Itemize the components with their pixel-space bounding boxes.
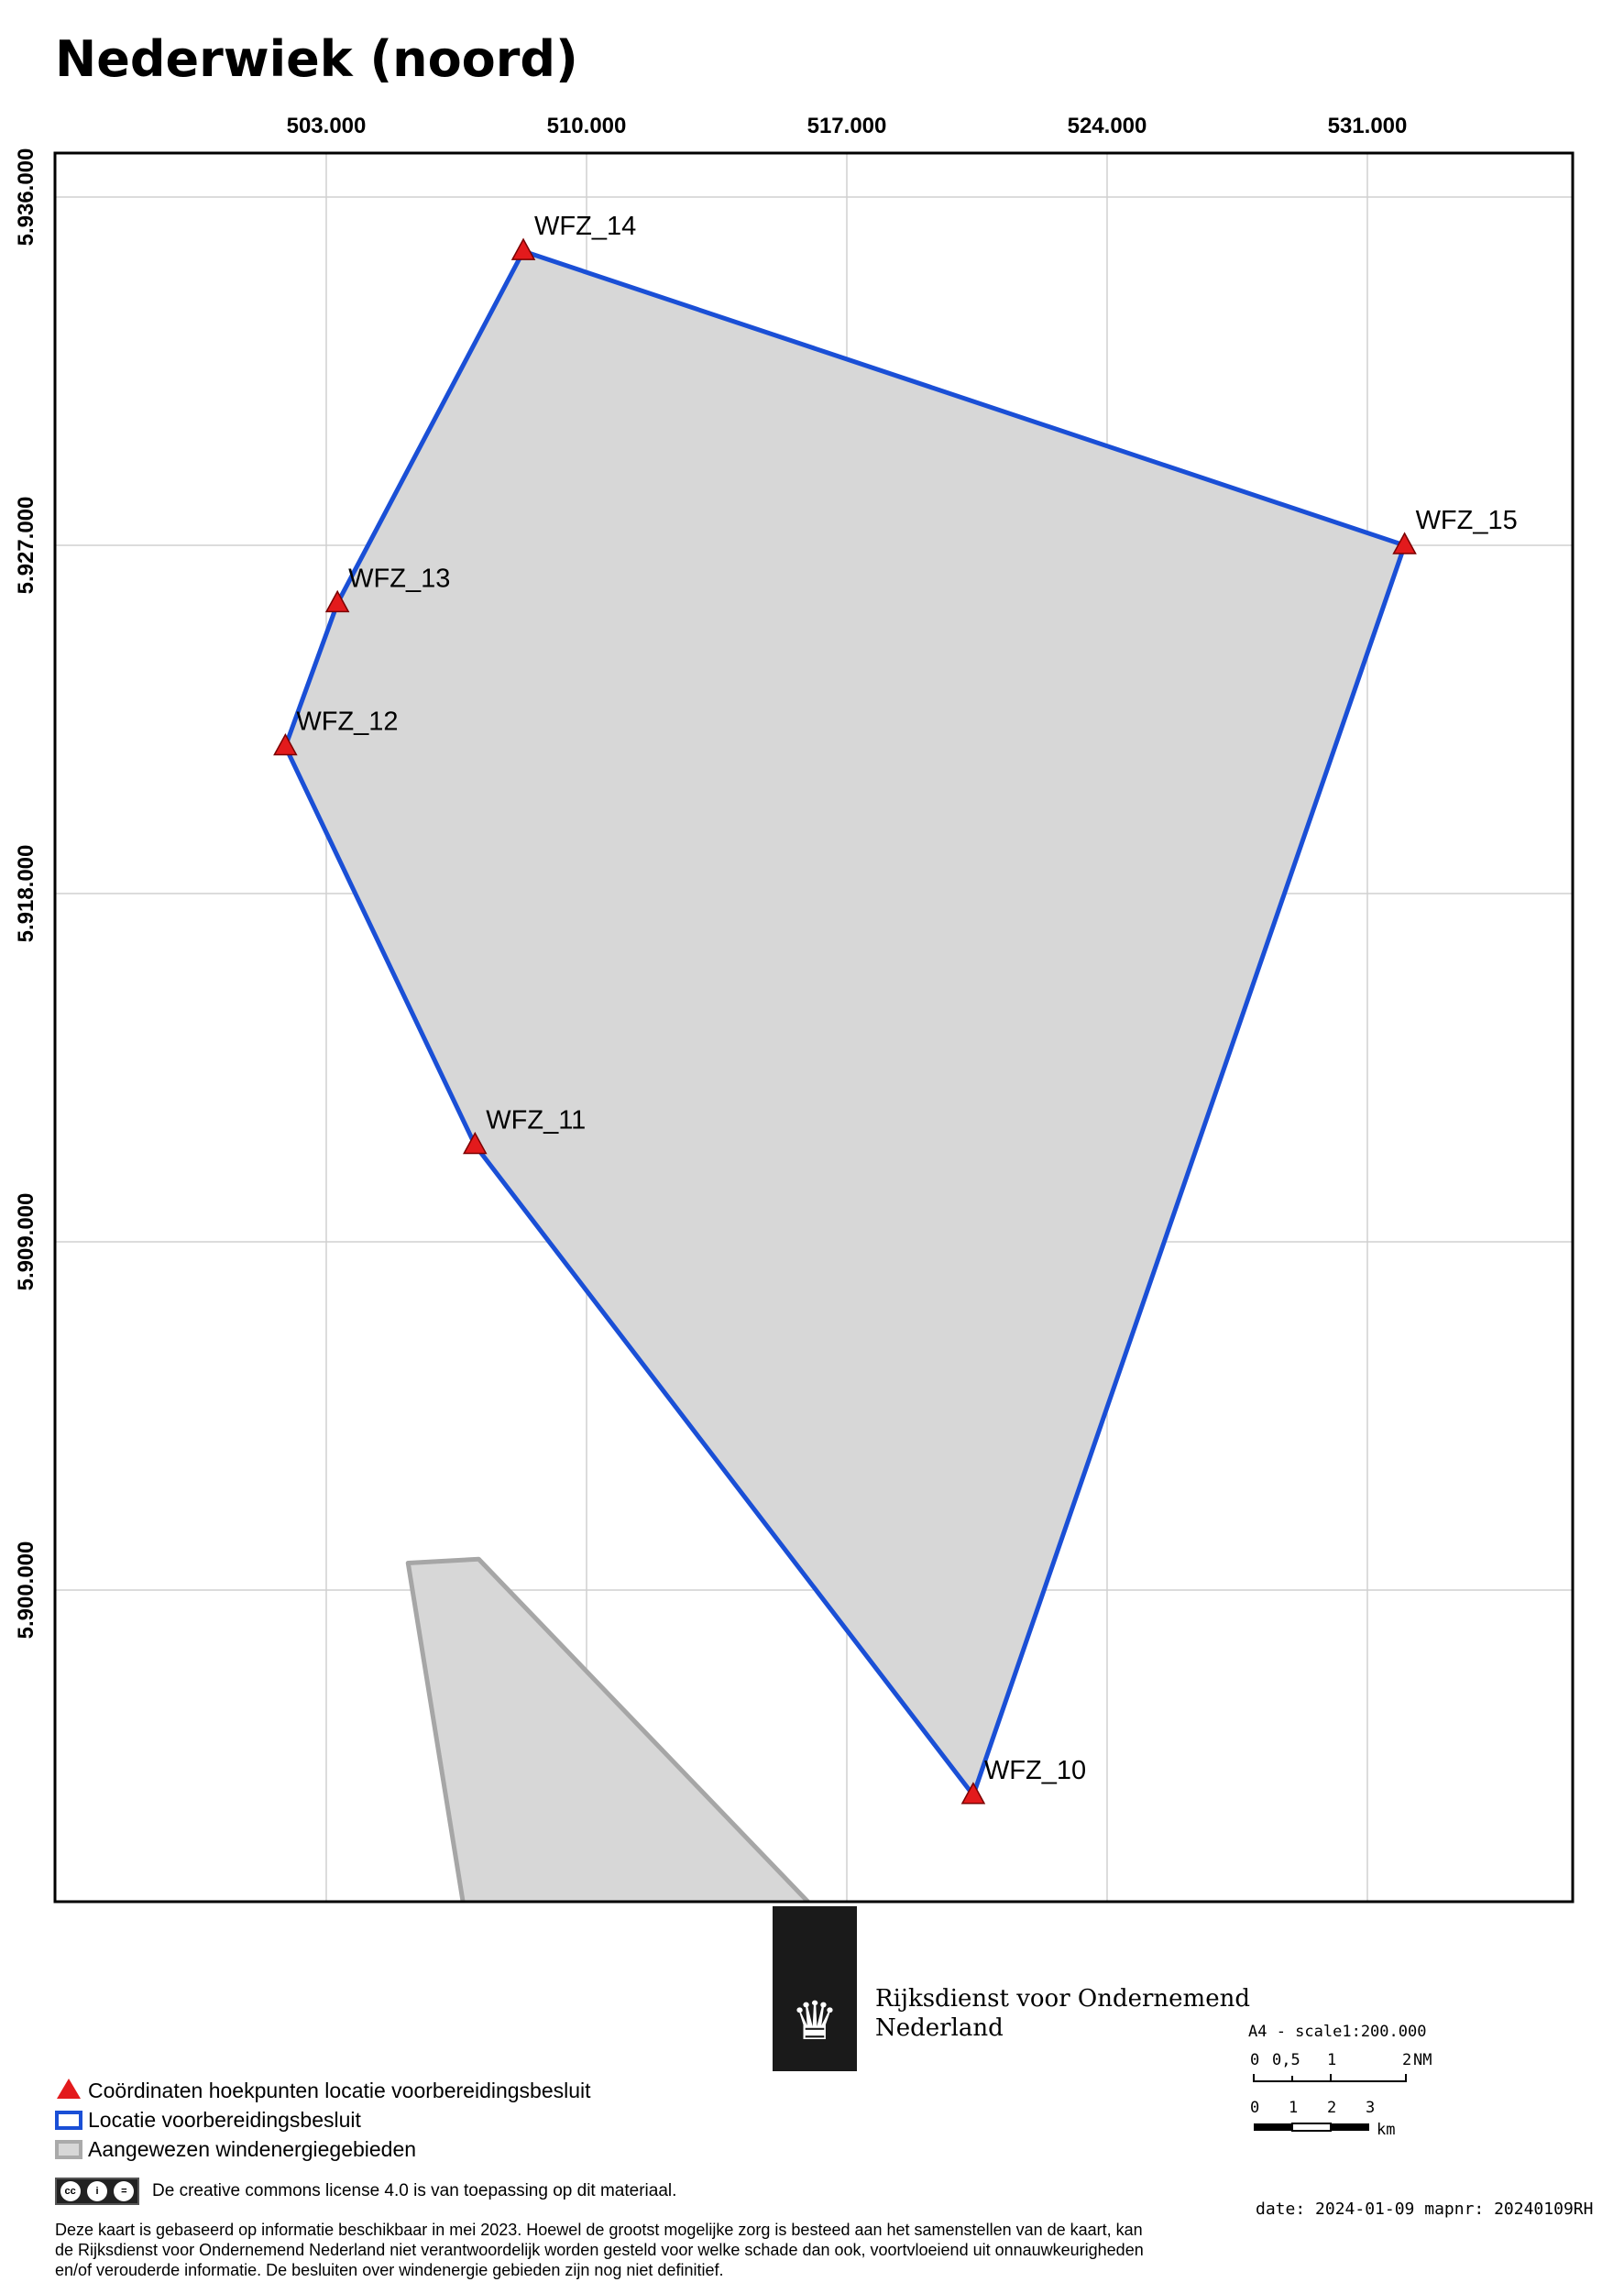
x-tick-label: 517.000 xyxy=(807,114,887,138)
scale-km-segment-1 xyxy=(1254,2123,1292,2131)
red-triangle-icon xyxy=(463,1131,488,1155)
x-tick-label: 503.000 xyxy=(287,114,367,138)
scale-km-tick: 3 xyxy=(1366,2099,1375,2117)
y-tick-label: 5.900.000 xyxy=(14,1541,38,1640)
crest-icon: ♛ xyxy=(791,1991,839,2051)
gray-fill-icon xyxy=(55,2139,82,2159)
scale-km-unit: km xyxy=(1377,2121,1395,2139)
axis-tick-labels: 503.000 510.000 517.000 524.000 531.000 5.936… xyxy=(14,114,1407,1639)
map-title: Nederwiek (noord) xyxy=(55,30,578,88)
scale-nm-unit: NM xyxy=(1413,2051,1432,2069)
organization-name: Rijksdienst voor Ondernemend Nederland xyxy=(875,1984,1250,2043)
legend-label: Locatie voorbereidingsbesluit xyxy=(88,2107,361,2132)
blue-outline-icon xyxy=(55,2110,82,2130)
corner-point-label: WFZ_12 xyxy=(296,708,398,737)
scale-km-tick: 2 xyxy=(1327,2099,1336,2117)
corner-point-label: WFZ_11 xyxy=(486,1105,586,1135)
corner-point-label: WFZ_15 xyxy=(1416,506,1518,535)
legend-item-location: Locatie voorbereidingsbesluit xyxy=(55,2105,591,2134)
legend-label: Coördinaten hoekpunten locatie voorberei… xyxy=(88,2078,591,2102)
designated-wind-area xyxy=(405,1556,811,1902)
x-tick-label: 531.000 xyxy=(1328,114,1408,138)
map-border xyxy=(53,151,1575,1904)
corner-point-label: WFZ_10 xyxy=(984,1756,1086,1785)
license-row: cc i = De creative commons license 4.0 is … xyxy=(55,2178,676,2205)
disclaimer: Deze kaart is gebaseerd op informatie be… xyxy=(55,2221,1144,2279)
scale-km-segment-3 xyxy=(1331,2123,1369,2131)
corner-point-label: WFZ_13 xyxy=(348,564,450,593)
legend-item-designated: Aangewezen windenergiegebieden xyxy=(55,2134,591,2164)
scale-km-tick: 1 xyxy=(1289,2099,1298,2117)
scale-nm-tick: 1 xyxy=(1327,2051,1336,2069)
legend-item-corner-points: Coördinaten hoekpunten locatie voorberei… xyxy=(55,2076,591,2105)
red-triangle-icon xyxy=(57,2079,81,2099)
red-triangle-icon xyxy=(1392,532,1417,554)
designated-area-layer xyxy=(405,1556,811,1902)
scale-block: A4 - scale1:200.000 0 0,5 1 2 NM 0 1 2 3… xyxy=(1248,2023,1477,2155)
logo-bar xyxy=(773,1906,857,2071)
scale-label: A4 - scale1:200.000 xyxy=(1248,2023,1427,2041)
organization-line-2: Nederland xyxy=(875,2014,1004,2042)
scale-km-segment-2 xyxy=(1291,2123,1332,2132)
license-text: De creative commons license 4.0 is van t… xyxy=(152,2181,677,2200)
y-tick-label: 5.936.000 xyxy=(14,148,38,247)
y-tick-label: 5.918.000 xyxy=(14,845,38,943)
corner-point-label: WFZ_14 xyxy=(534,212,636,241)
scale-nm-tick: 0 xyxy=(1250,2051,1259,2069)
legend-label: Aangewezen windenergiegebieden xyxy=(88,2136,417,2161)
y-tick-label: 5.909.000 xyxy=(14,1193,38,1291)
legend: Coördinaten hoekpunten locatie voorberei… xyxy=(55,2076,591,2164)
scale-km-tick: 0 xyxy=(1250,2099,1259,2117)
red-triangle-icon xyxy=(324,589,350,613)
y-tick-label: 5.927.000 xyxy=(14,497,38,595)
red-triangle-icon xyxy=(510,237,536,260)
x-tick-label: 510.000 xyxy=(547,114,627,138)
scale-nm-tick: 0,5 xyxy=(1272,2051,1300,2069)
scale-nm-tick: 2 xyxy=(1402,2051,1411,2069)
map-date: date: 2024-01-09 mapnr: 20240109RH xyxy=(1256,2200,1594,2219)
red-triangle-icon xyxy=(960,1782,986,1805)
organization-line-1: Rijksdienst voor Ondernemend xyxy=(875,1985,1250,2013)
creative-commons-icon: cc i = xyxy=(55,2178,139,2205)
x-tick-label: 524.000 xyxy=(1068,114,1147,138)
red-triangle-icon xyxy=(273,732,298,756)
scale-bars: 0 0,5 1 2 NM 0 1 2 3 km xyxy=(1250,2051,1432,2139)
corner-point-markers: WFZ_14 WFZ_15 WFZ_13 WFZ_12 WFZ_11 WFZ_10 xyxy=(273,212,1518,1805)
